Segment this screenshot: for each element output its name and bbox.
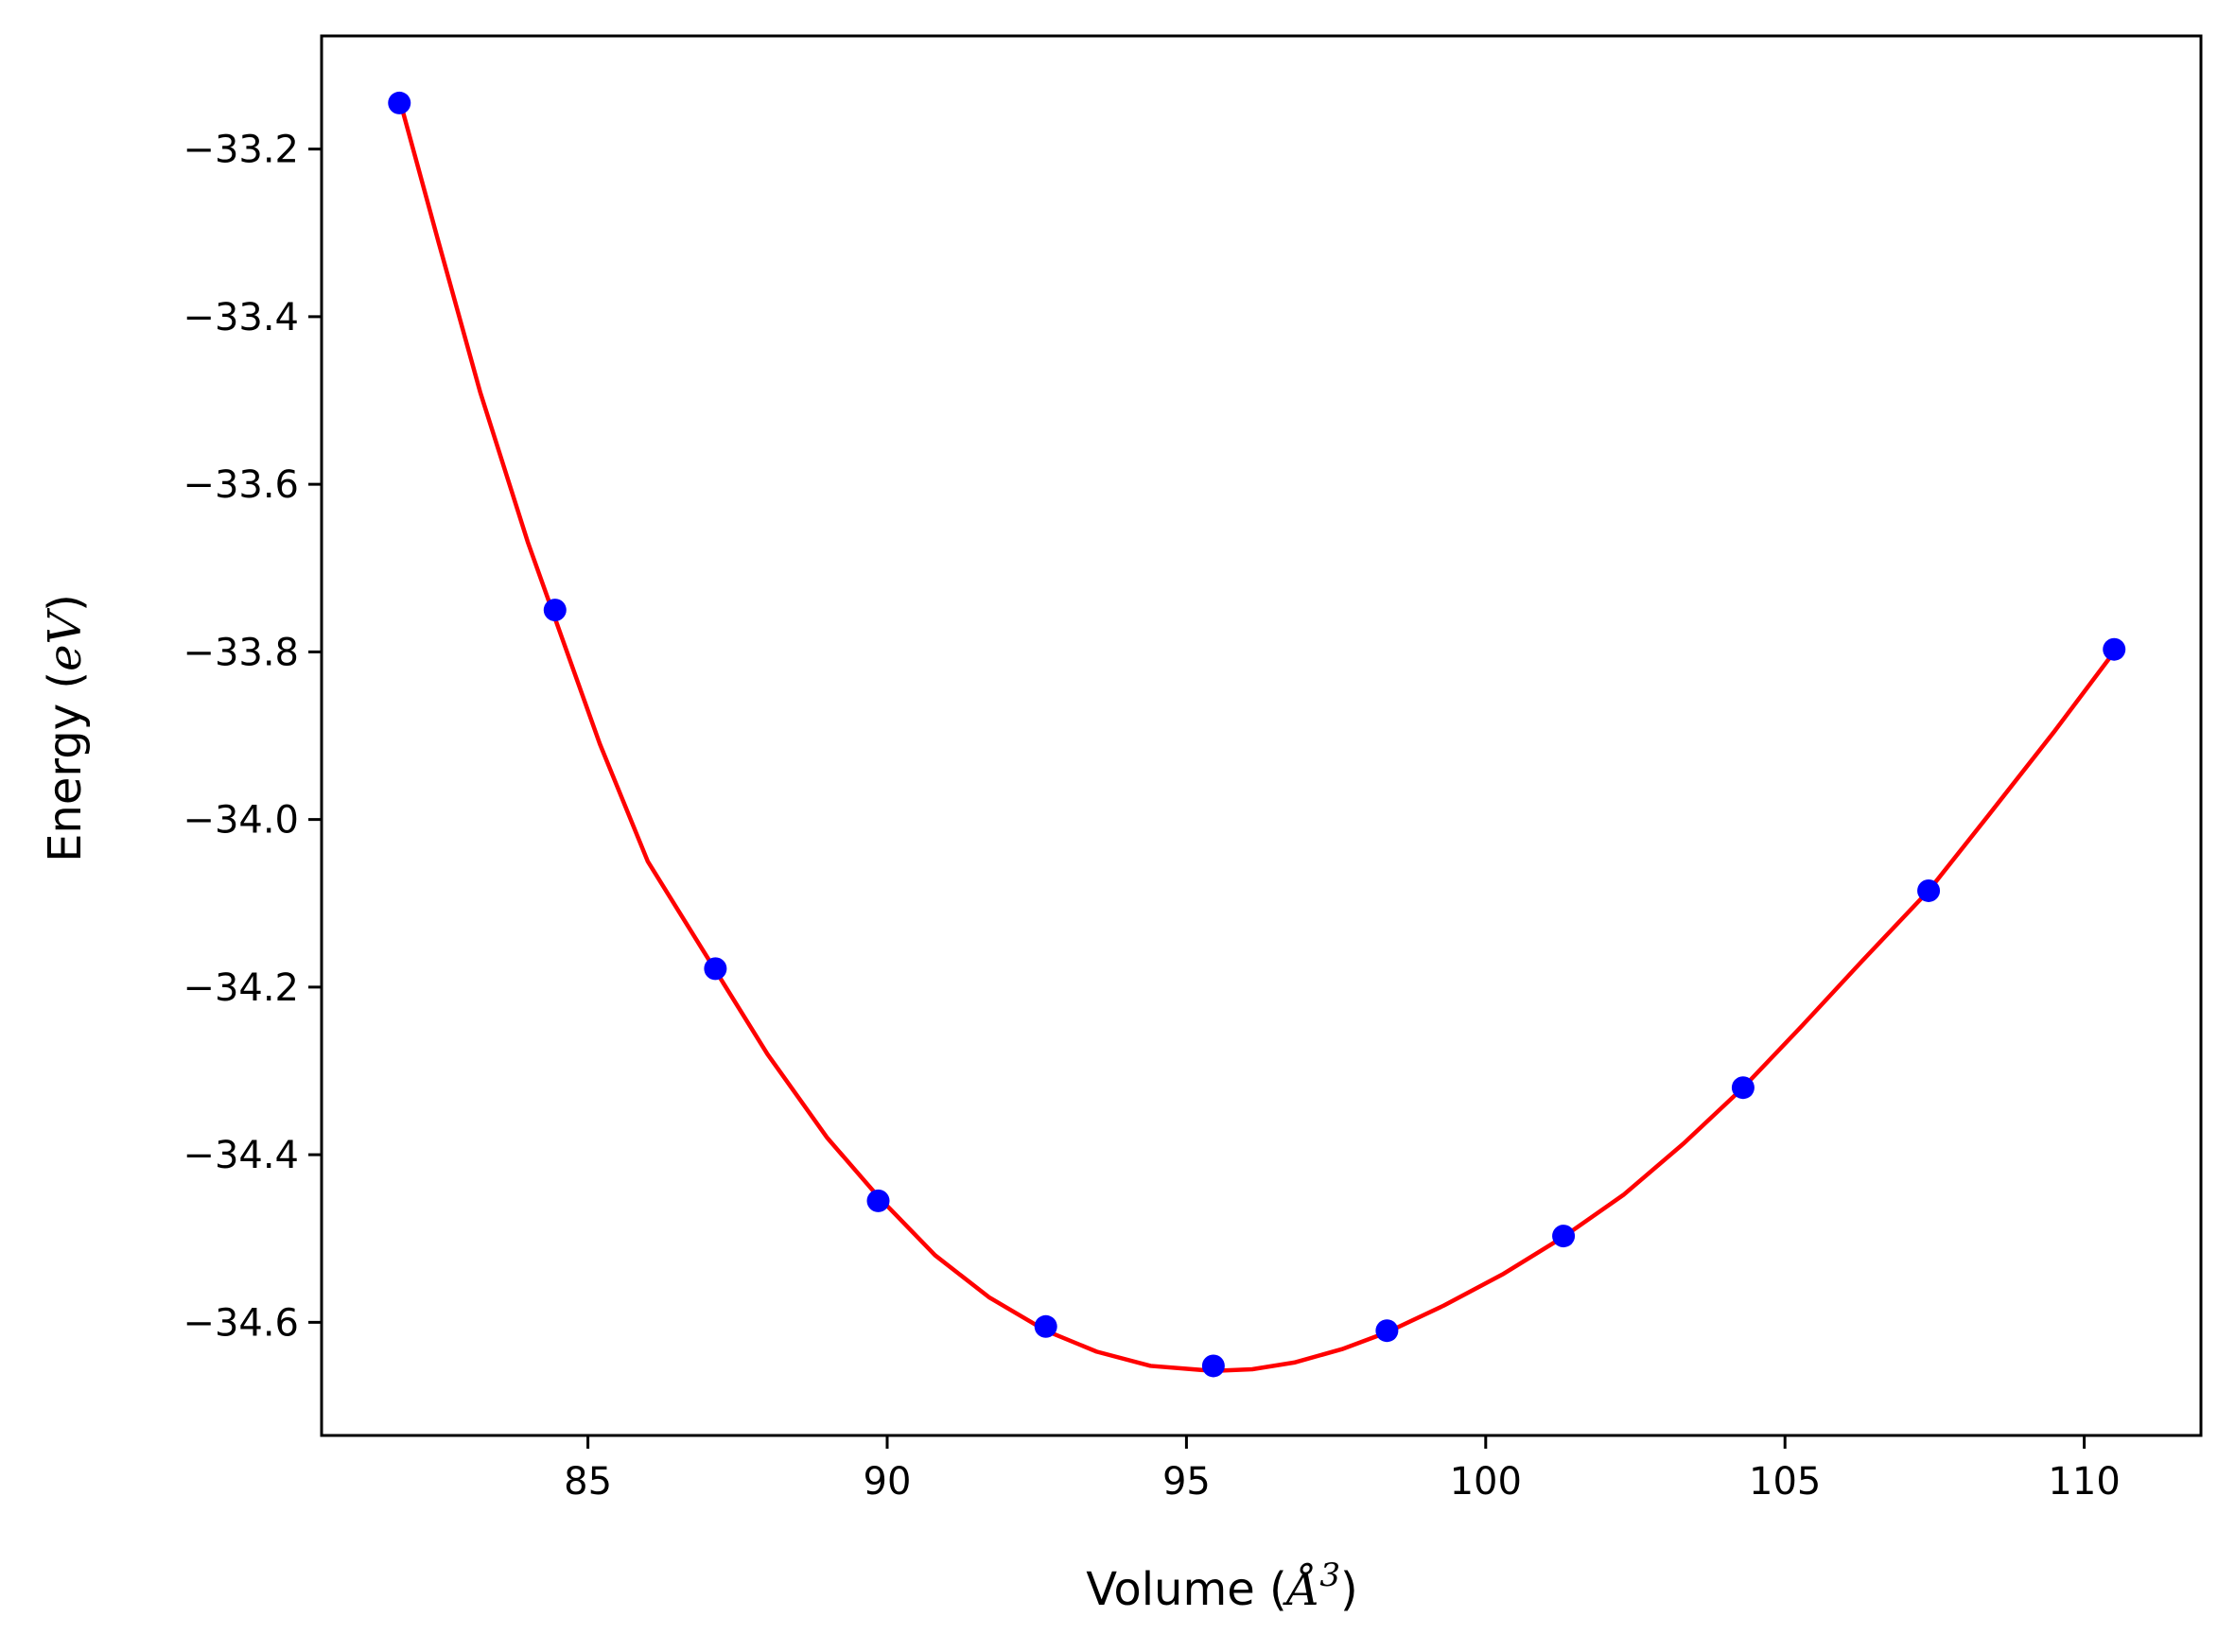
x-axis-label-sup: 3 — [1319, 1556, 1340, 1594]
x-tick-label: 100 — [1450, 1460, 1522, 1504]
y-tick-label: −34.2 — [183, 966, 299, 1010]
y-tick-label: −33.4 — [183, 296, 299, 339]
data-point — [1731, 1076, 1755, 1100]
y-axis-label: Energy (eV) — [39, 594, 92, 862]
y-tick-label: −33.8 — [183, 631, 299, 674]
y-tick-label: −33.6 — [183, 463, 299, 507]
y-axis-label-suffix: ) — [39, 594, 92, 612]
data-point — [1917, 878, 1941, 902]
x-axis-label-suffix: ) — [1340, 1563, 1358, 1616]
y-axis-label-prefix: Energy ( — [39, 671, 92, 862]
x-tick-label: 85 — [564, 1460, 612, 1504]
data-point — [543, 599, 567, 622]
data-point — [1034, 1314, 1057, 1338]
data-point — [1375, 1319, 1399, 1343]
x-axis-label-symbol: Å — [1283, 1562, 1320, 1616]
data-point — [866, 1189, 890, 1212]
y-tick-label: −34.6 — [183, 1301, 299, 1345]
x-tick-label: 90 — [864, 1460, 912, 1504]
x-tick-label: 95 — [1162, 1460, 1211, 1504]
data-point — [1201, 1354, 1225, 1378]
y-tick-label: −33.2 — [183, 129, 299, 172]
x-axis-label: Volume (Å3) — [1086, 1556, 1358, 1616]
x-axis-label-prefix: Volume ( — [1086, 1563, 1287, 1616]
data-point — [704, 957, 727, 981]
plot-frame — [320, 34, 2203, 1437]
x-tick-label: 105 — [1749, 1460, 1821, 1504]
y-tick-label: −34.0 — [183, 799, 299, 843]
data-point — [2103, 637, 2126, 661]
x-tick-label: 110 — [2048, 1460, 2120, 1504]
y-axis-label-symbol: eV — [39, 607, 92, 670]
y-tick-label: −34.4 — [183, 1134, 299, 1177]
x-ticks: 85 90 95 100 105 110 — [564, 1435, 2121, 1504]
y-ticks: −33.2 −33.4 −33.6 −33.8 −34.0 −34.2 −34.4 −34.6 — [183, 129, 322, 1345]
data-points-layer — [388, 91, 2126, 1378]
data-point — [388, 91, 411, 114]
data-point — [1552, 1225, 1576, 1248]
